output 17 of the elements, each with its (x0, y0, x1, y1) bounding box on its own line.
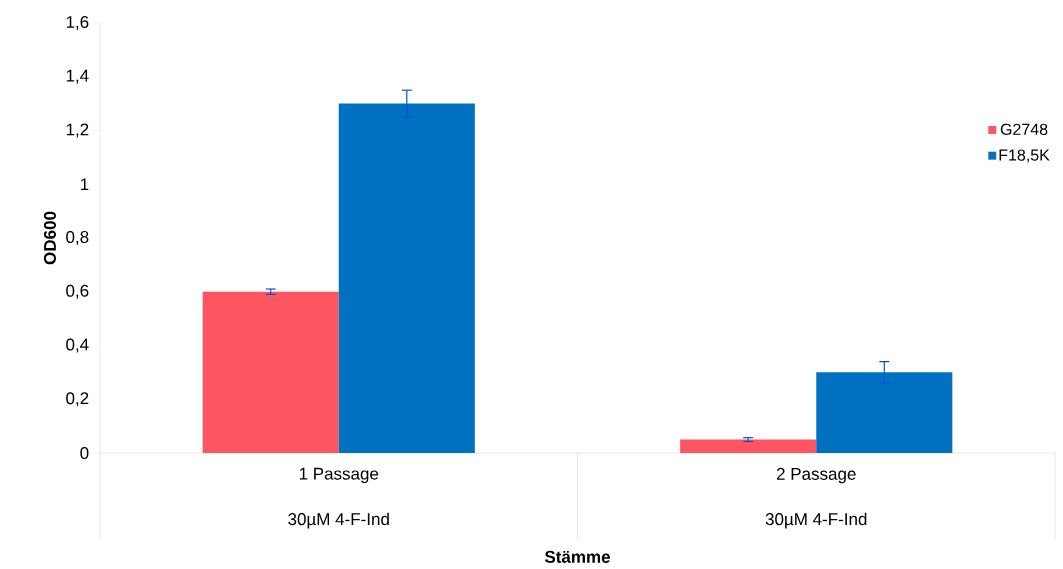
y-tick-label: 1 (80, 178, 89, 191)
y-tick-label: 0,2 (66, 392, 89, 407)
y-tick-label: 1,6 (66, 16, 89, 31)
y-tick-label: 0,6 (66, 284, 89, 299)
y-tick-label: 0 (80, 447, 89, 460)
legend-label: G2748 (1000, 123, 1048, 136)
x-tick-label: 2 Passage (776, 468, 856, 484)
legend-label: F18,5K (999, 149, 1050, 163)
text: 30µM 4-F-Ind (765, 512, 867, 529)
y-axis-title: OD600 (43, 212, 56, 265)
y-tick-label: 0,8 (66, 231, 89, 246)
text: 30µM 4-F-Ind (288, 512, 389, 529)
x-tick-label: 1 Passage (299, 468, 379, 484)
y-tick-label: 1,2 (66, 123, 89, 138)
y-tick-label: 1,4 (66, 70, 89, 84)
x-axis-title: Stämme (544, 551, 610, 564)
y-tick-label: 0,4 (66, 338, 89, 353)
